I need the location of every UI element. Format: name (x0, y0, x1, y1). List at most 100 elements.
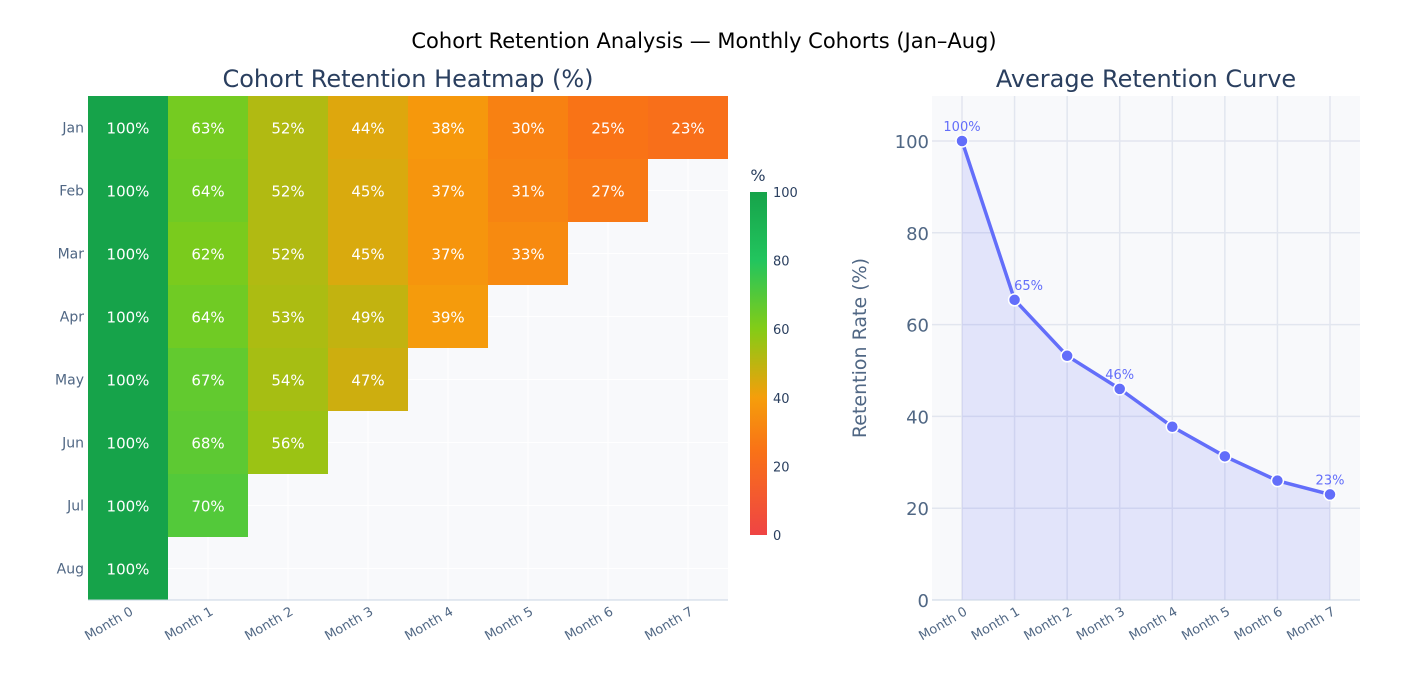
heatmap-y-tick-label: Jun (61, 436, 84, 452)
heatmap-cell-label: 39% (431, 309, 464, 327)
heatmap-cell (88, 159, 168, 222)
heatmap-cell-label: 31% (511, 183, 544, 201)
colorbar-tick-label: 100 (773, 186, 798, 201)
colorbar-title: % (750, 166, 765, 185)
heatmap-x-tick-label: Month 1 (162, 604, 216, 644)
heatmap-cell-label: 53% (271, 309, 304, 327)
heatmap-cell (328, 222, 408, 285)
heatmap-cell-label: 62% (191, 246, 224, 264)
curve-plot-bg (932, 96, 1360, 600)
heatmap-cell-label: 49% (351, 309, 384, 327)
heatmap-cell-label: 100% (107, 183, 150, 201)
heatmap-cell-label: 27% (591, 183, 624, 201)
heatmap-cell (168, 348, 248, 411)
heatmap-y-tick-label: Jan (61, 121, 84, 137)
curve-point (1218, 449, 1232, 464)
curve-x-tick-label: Month 2 (1022, 604, 1076, 644)
heatmap-cell (248, 411, 328, 474)
heatmap-cell-label: 64% (191, 309, 224, 327)
heatmap-cell (328, 96, 408, 159)
heatmap-cell-label: 64% (191, 183, 224, 201)
curve-x-tick-label: Month 7 (1284, 604, 1338, 644)
heatmap-y-tick-label: Apr (60, 310, 84, 326)
heatmap-y-tick-label: Mar (58, 247, 85, 263)
heatmap-cell-label: 30% (511, 120, 544, 138)
curve-point (955, 134, 969, 148)
curve-data-label: 46% (1105, 368, 1134, 383)
heatmap-y-tick-label: Feb (59, 184, 84, 200)
figure-title: Cohort Retention Analysis — Monthly Coho… (411, 29, 996, 53)
curve-y-tick-label: 20 (906, 499, 929, 520)
heatmap-cell (88, 474, 168, 537)
heatmap-cell (488, 96, 568, 159)
heatmap-cell (408, 222, 488, 285)
heatmap-cell (248, 285, 328, 348)
heatmap-x-tick-label: Month 5 (482, 604, 536, 644)
heatmap-cell (248, 159, 328, 222)
heatmap-cell (88, 537, 168, 600)
heatmap-cell (568, 159, 648, 222)
heatmap-cell-label: 68% (191, 435, 224, 453)
heatmap-y-tick-label: Aug (57, 562, 84, 578)
heatmap-cell-label: 38% (431, 120, 464, 138)
heatmap-cell (328, 159, 408, 222)
heatmap-cell (168, 411, 248, 474)
heatmap-cell (408, 96, 488, 159)
curve-x-tick-label: Month 1 (969, 604, 1023, 644)
colorbar-tick-label: 40 (773, 392, 790, 407)
colorbar-tick-label: 80 (773, 255, 790, 270)
heatmap-cell-label: 33% (511, 246, 544, 264)
curve-line (960, 140, 1331, 497)
heatmap-cell (408, 285, 488, 348)
curve-point (1323, 487, 1337, 502)
heatmap-cell-label: 54% (271, 372, 304, 390)
heatmap-cell-label: 47% (351, 372, 384, 390)
heatmap-cell-label: 100% (107, 246, 150, 264)
heatmap-cell (168, 474, 248, 537)
heatmap-cell-label: 100% (107, 372, 150, 390)
heatmap-cell-label: 44% (351, 120, 384, 138)
heatmap-cell-label: 45% (351, 246, 384, 264)
heatmap-cell (568, 96, 648, 159)
heatmap-title: Cohort Retention Heatmap (%) (222, 65, 593, 93)
heatmap-cell (328, 348, 408, 411)
heatmap-cell-label: 56% (271, 435, 304, 453)
heatmap-cell-label: 70% (191, 498, 224, 516)
heatmap-x-tick-label: Month 3 (322, 604, 376, 644)
curve-x-tick-label: Month 5 (1179, 604, 1233, 644)
heatmap-cell (248, 96, 328, 159)
heatmap-cell-label: 100% (107, 498, 150, 516)
heatmap-cell-label: 23% (671, 120, 704, 138)
heatmap-cell-label: 37% (431, 183, 464, 201)
curve-data-label: 100% (943, 120, 980, 135)
heatmap-cell (408, 159, 488, 222)
heatmap-cell (248, 222, 328, 285)
curve-y-tick-label: 60 (906, 316, 929, 337)
heatmap-cell-label: 37% (431, 246, 464, 264)
colorbar: 0 20 40 60 80 100 (750, 186, 798, 544)
heatmap-x-tick-label: Month 6 (562, 604, 616, 644)
curve-y-axis-label: Retention Rate (%) (849, 258, 871, 438)
curve-x-tick-label: Month 4 (1127, 604, 1181, 644)
heatmap-x-tick-label: Month 7 (642, 604, 696, 644)
colorbar-tick-label: 0 (773, 529, 781, 544)
heatmap-cell (488, 159, 568, 222)
curve-point (1060, 349, 1074, 363)
colorbar-tick-label: 20 (773, 460, 790, 475)
colorbar-gradient (750, 192, 767, 535)
heatmap-cell-label: 100% (107, 309, 150, 327)
heatmap-cell (88, 411, 168, 474)
heatmap-cell-label: 52% (271, 120, 304, 138)
heatmap-cell (168, 96, 248, 159)
heatmap-cell (88, 222, 168, 285)
heatmap-x-tick-label: Month 0 (82, 604, 136, 644)
curve-x-tick-label: Month 3 (1074, 604, 1128, 644)
heatmap-cell (488, 222, 568, 285)
heatmap-cell (328, 285, 408, 348)
heatmap-cell (168, 159, 248, 222)
curve-y-tick-label: 80 (906, 224, 929, 245)
heatmap-cell (88, 348, 168, 411)
curve-title: Average Retention Curve (996, 65, 1296, 93)
curve-area-fill (962, 141, 1330, 600)
